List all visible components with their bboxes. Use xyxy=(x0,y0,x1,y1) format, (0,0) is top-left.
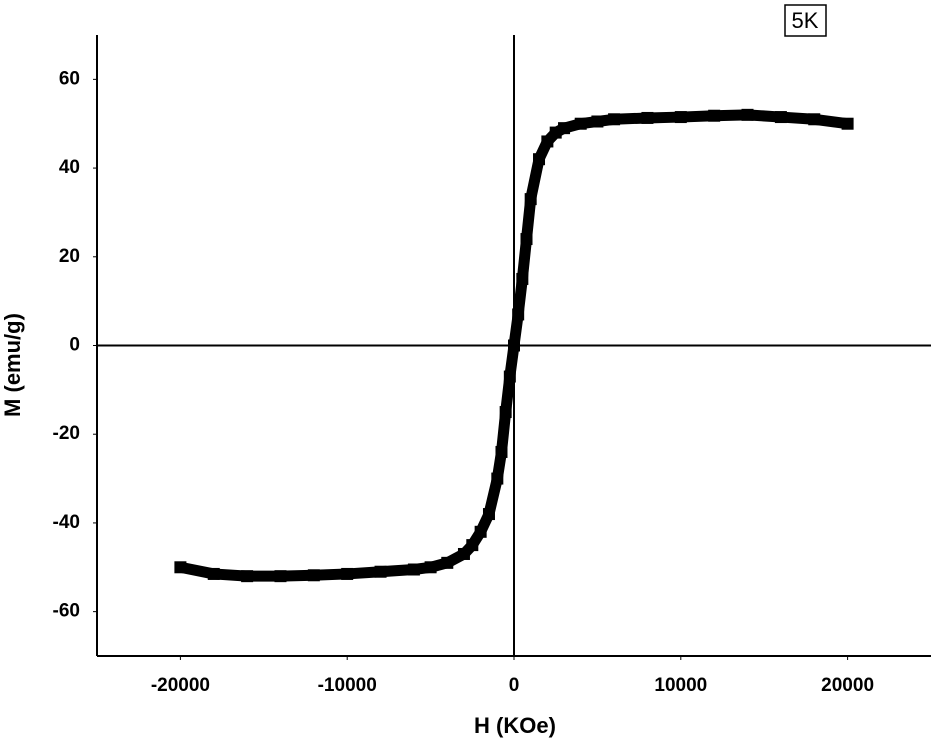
data-point xyxy=(495,445,508,458)
data-point xyxy=(274,570,287,583)
data-point xyxy=(641,111,654,124)
y-tick-label: -40 xyxy=(53,512,80,533)
x-axis-label: H (KOe) xyxy=(474,713,556,738)
data-point xyxy=(407,563,420,576)
data-point xyxy=(512,308,525,321)
y-axis-label: M (emu/g) xyxy=(0,313,25,417)
data-point xyxy=(524,193,537,206)
y-tick-label: -60 xyxy=(53,601,80,622)
data-point xyxy=(520,233,533,246)
data-point xyxy=(174,561,187,574)
data-point xyxy=(207,567,220,580)
x-tick-label: 10000 xyxy=(654,675,707,696)
y-tick-label: 60 xyxy=(59,68,80,89)
annotation-box xyxy=(784,4,827,37)
data-point xyxy=(341,567,354,580)
data-point xyxy=(533,153,546,166)
data-point xyxy=(424,561,437,574)
data-point xyxy=(241,570,254,583)
data-point xyxy=(558,122,571,135)
data-point xyxy=(499,406,512,419)
data-point xyxy=(482,508,495,521)
data-point xyxy=(674,111,687,124)
x-tick-label: -10000 xyxy=(318,675,377,696)
data-point xyxy=(466,539,479,552)
data-point xyxy=(374,565,387,578)
data-point xyxy=(591,115,604,128)
data-point xyxy=(441,556,454,569)
data-point xyxy=(574,117,587,130)
x-tick-label: -20000 xyxy=(151,675,210,696)
data-point xyxy=(841,117,854,130)
data-point xyxy=(608,113,621,126)
data-point xyxy=(474,525,487,538)
y-tick-label: 40 xyxy=(59,157,80,178)
data-point xyxy=(516,272,529,285)
data-point xyxy=(307,569,320,582)
annotation: 5K xyxy=(792,8,819,33)
data-point xyxy=(508,339,520,352)
data-point xyxy=(774,111,787,124)
y-tick-label: 20 xyxy=(59,246,80,267)
x-tick-label: 20000 xyxy=(821,675,874,696)
data-point xyxy=(503,370,516,383)
data-point xyxy=(491,472,504,485)
data-point xyxy=(808,113,821,126)
data-point xyxy=(708,109,721,122)
x-tick-label: 0 xyxy=(509,675,520,696)
y-tick-label: 0 xyxy=(69,335,80,356)
y-tick-label: -20 xyxy=(53,423,80,444)
data-point xyxy=(741,108,754,121)
